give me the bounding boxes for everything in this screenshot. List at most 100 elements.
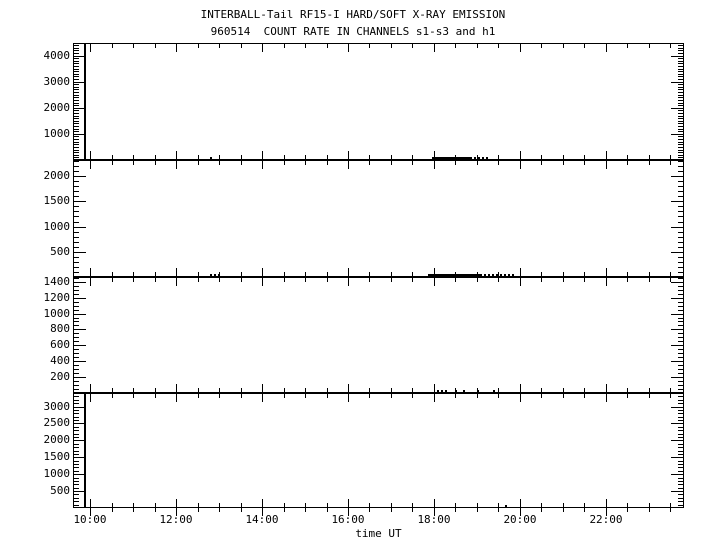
y-tick — [678, 171, 683, 172]
trace-dot-s2 — [512, 274, 514, 276]
y-tick-label: 400 — [50, 354, 70, 367]
chart-subtitle: 960514 COUNT RATE IN CHANNELS s1-s3 and … — [210, 25, 496, 38]
x-tick — [348, 44, 349, 52]
y-tick — [74, 69, 79, 70]
x-tick — [391, 272, 392, 276]
x-tick — [262, 44, 263, 52]
x-tick — [520, 278, 521, 286]
x-tick — [133, 503, 134, 507]
y-tick — [74, 341, 79, 342]
x-tick — [112, 272, 113, 276]
y-tick — [678, 144, 683, 145]
y-tick-label: 1000 — [43, 307, 71, 320]
x-tick — [369, 278, 370, 282]
y-tick — [74, 76, 79, 77]
x-tick — [391, 278, 392, 282]
x-tick — [520, 499, 521, 507]
y-tick — [74, 353, 79, 354]
x-tick — [520, 384, 521, 392]
y-tick — [74, 74, 79, 75]
x-tick — [133, 155, 134, 159]
x-tick — [176, 161, 177, 169]
y-tick — [678, 302, 683, 303]
x-tick — [670, 278, 671, 282]
y-tick — [74, 157, 79, 158]
y-tick — [678, 286, 683, 287]
trace-dot-s3 — [437, 390, 439, 392]
y-tick — [74, 282, 86, 283]
x-tick — [455, 44, 456, 48]
y-tick — [74, 345, 86, 346]
y-tick — [678, 95, 683, 96]
y-tick — [74, 56, 86, 57]
y-tick — [74, 501, 79, 502]
x-tick — [90, 384, 91, 392]
x-tick — [584, 155, 585, 159]
x-tick — [584, 44, 585, 48]
x-tick — [649, 272, 650, 276]
x-tick — [412, 503, 413, 507]
x-tick — [198, 272, 199, 276]
y-tick — [678, 113, 683, 114]
y-tick — [74, 58, 79, 59]
x-tick — [90, 499, 91, 507]
y-tick — [678, 242, 683, 243]
x-tick — [412, 394, 413, 398]
x-tick — [455, 161, 456, 165]
x-tick — [434, 394, 435, 402]
x-axis-title: time UT — [355, 527, 402, 540]
x-tick — [176, 268, 177, 276]
x-tick — [434, 499, 435, 507]
trace-dot-s2 — [504, 274, 506, 276]
y-tick — [74, 176, 86, 177]
y-tick — [671, 314, 683, 315]
y-tick — [74, 427, 79, 428]
y-tick — [678, 157, 683, 158]
x-axis-tick — [241, 508, 242, 512]
y-tick — [678, 186, 683, 187]
x-tick — [498, 161, 499, 165]
x-tick — [219, 155, 220, 159]
y-tick — [678, 166, 683, 167]
y-tick — [678, 321, 683, 322]
x-tick — [412, 272, 413, 276]
x-tick — [541, 278, 542, 282]
x-axis-tick — [584, 508, 585, 512]
y-tick — [74, 66, 79, 67]
y-tick — [678, 87, 683, 88]
x-tick — [133, 272, 134, 276]
y-tick — [74, 400, 79, 401]
y-tick — [74, 171, 79, 172]
x-axis-tick — [391, 508, 392, 512]
x-tick — [176, 499, 177, 507]
y-tick — [678, 310, 683, 311]
x-tick — [520, 151, 521, 159]
x-tick — [348, 151, 349, 159]
y-tick — [671, 201, 683, 202]
y-tick — [678, 118, 683, 119]
x-tick — [327, 44, 328, 48]
x-axis-tick — [198, 508, 199, 512]
y-tick — [678, 152, 683, 153]
x-tick — [563, 278, 564, 282]
y-tick — [74, 110, 79, 111]
x-tick — [412, 44, 413, 48]
x-axis-tick — [412, 508, 413, 512]
x-tick — [112, 44, 113, 48]
x-tick — [670, 44, 671, 48]
x-axis-tick — [305, 508, 306, 512]
y-tick — [74, 444, 79, 445]
x-tick — [262, 161, 263, 169]
x-tick — [584, 278, 585, 282]
x-tick — [348, 384, 349, 392]
y-tick — [671, 491, 683, 492]
x-tick — [391, 388, 392, 392]
y-tick — [678, 74, 683, 75]
x-axis-tick — [369, 508, 370, 512]
y-tick — [671, 252, 683, 253]
y-tick — [678, 147, 683, 148]
x-tick — [305, 388, 306, 392]
y-tick — [678, 181, 683, 182]
x-tick — [241, 155, 242, 159]
x-tick — [391, 155, 392, 159]
